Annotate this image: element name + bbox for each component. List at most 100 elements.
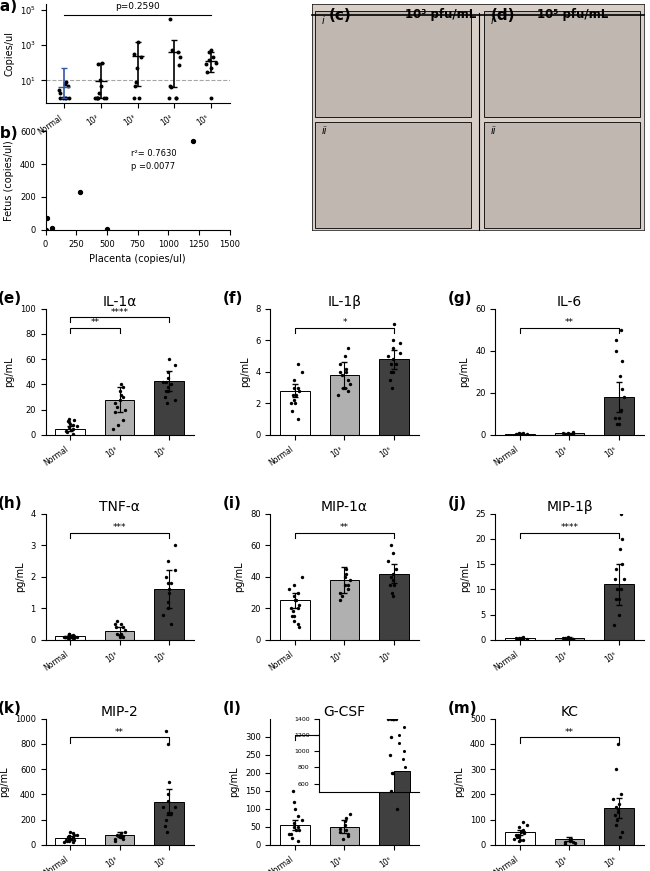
- Point: [162, 825, 172, 839]
- Point: [341, 365, 352, 379]
- Point: [614, 608, 625, 622]
- Point: [387, 352, 398, 366]
- Title: KC: KC: [560, 705, 578, 719]
- Point: [616, 542, 626, 556]
- Point: [113, 418, 124, 432]
- Point: [203, 52, 214, 66]
- Point: [391, 712, 401, 726]
- Point: [204, 45, 214, 59]
- Point: [617, 557, 627, 571]
- Point: [289, 614, 299, 628]
- Point: [115, 630, 125, 644]
- Point: [340, 818, 350, 832]
- Point: [116, 830, 126, 844]
- Point: [118, 630, 128, 644]
- Point: [129, 47, 140, 61]
- Bar: [505, 638, 535, 640]
- Bar: [105, 631, 135, 640]
- Point: [289, 373, 299, 387]
- Point: [383, 712, 393, 726]
- Point: [617, 532, 627, 546]
- Point: [93, 57, 103, 71]
- Point: [335, 825, 345, 839]
- Point: [116, 827, 127, 841]
- Point: [513, 827, 523, 841]
- Point: [202, 65, 213, 79]
- Point: [515, 833, 525, 847]
- Y-axis label: Fetus (copies/ul): Fetus (copies/ul): [5, 140, 14, 221]
- Point: [289, 577, 299, 591]
- Point: [62, 631, 73, 645]
- Text: (h): (h): [0, 496, 23, 511]
- Point: [395, 346, 405, 360]
- Point: [341, 823, 352, 837]
- Point: [164, 585, 174, 599]
- Title: IL-1α: IL-1α: [102, 294, 136, 308]
- Bar: [315, 11, 471, 118]
- Point: [386, 784, 396, 798]
- Text: **: **: [565, 728, 574, 737]
- Point: [61, 833, 72, 847]
- Point: [518, 631, 528, 645]
- Point: [60, 91, 70, 105]
- Point: [518, 823, 528, 837]
- Point: [206, 44, 216, 57]
- Point: [558, 426, 568, 440]
- Bar: [280, 391, 310, 435]
- Point: [560, 837, 570, 851]
- Point: [66, 423, 76, 437]
- Point: [118, 829, 128, 843]
- Point: [612, 417, 622, 431]
- Text: (l): (l): [223, 701, 242, 716]
- Text: **: **: [340, 523, 349, 532]
- Bar: [554, 433, 584, 435]
- Point: [72, 827, 83, 841]
- Point: [293, 820, 304, 834]
- Point: [64, 412, 75, 426]
- Point: [617, 354, 627, 368]
- Point: [170, 800, 180, 814]
- Text: (j): (j): [448, 496, 467, 511]
- Point: [611, 762, 621, 776]
- Text: (f): (f): [223, 291, 244, 306]
- Point: [287, 404, 297, 418]
- Point: [170, 359, 181, 373]
- Point: [95, 73, 105, 87]
- Point: [162, 554, 173, 568]
- Point: [297, 365, 307, 379]
- Title: MIP-1β: MIP-1β: [546, 500, 593, 514]
- Point: [60, 630, 71, 644]
- Point: [614, 592, 625, 606]
- Point: [338, 381, 348, 395]
- Bar: [55, 636, 85, 640]
- Point: [389, 577, 399, 591]
- Point: [283, 583, 294, 597]
- Point: [566, 832, 577, 846]
- Point: [563, 426, 573, 440]
- Point: [337, 368, 347, 381]
- Point: [162, 737, 173, 751]
- Point: [68, 631, 78, 645]
- Y-axis label: pg/mL: pg/mL: [454, 766, 464, 797]
- Point: [64, 631, 75, 645]
- Text: (e): (e): [0, 291, 22, 306]
- Point: [68, 413, 79, 427]
- Point: [515, 427, 526, 441]
- Bar: [484, 122, 640, 227]
- Point: [387, 712, 398, 726]
- Point: [567, 428, 578, 442]
- Bar: [604, 584, 634, 640]
- Point: [68, 418, 78, 432]
- Text: **: **: [115, 728, 124, 737]
- Point: [120, 825, 130, 839]
- Point: [99, 91, 110, 105]
- Point: [287, 831, 297, 845]
- Point: [55, 91, 65, 105]
- Bar: [330, 375, 359, 435]
- Point: [46, 220, 57, 234]
- Point: [514, 428, 524, 442]
- Point: [343, 827, 353, 841]
- Text: ****: ****: [560, 523, 578, 532]
- Point: [292, 601, 303, 615]
- Title: MIP-1α: MIP-1α: [321, 500, 368, 514]
